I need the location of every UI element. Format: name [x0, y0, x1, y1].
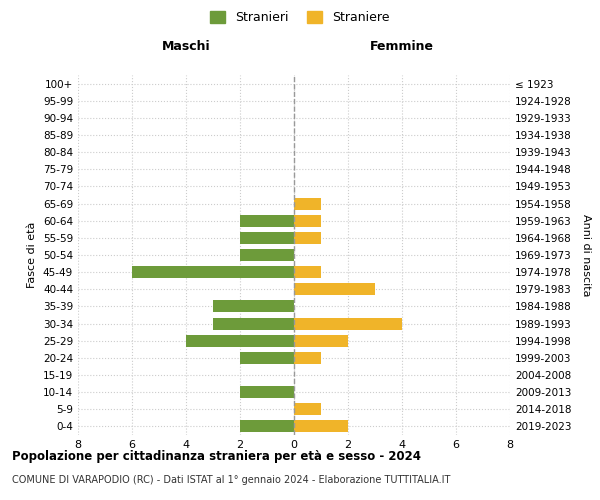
Y-axis label: Anni di nascita: Anni di nascita — [581, 214, 591, 296]
Text: Maschi: Maschi — [161, 40, 211, 52]
Bar — [294, 284, 375, 296]
Bar — [294, 334, 348, 346]
Bar — [294, 214, 321, 226]
Bar — [240, 214, 294, 226]
Text: Femmine: Femmine — [370, 40, 434, 52]
Bar — [294, 198, 321, 209]
Y-axis label: Fasce di età: Fasce di età — [28, 222, 37, 288]
Bar — [213, 318, 294, 330]
Text: COMUNE DI VARAPODIO (RC) - Dati ISTAT al 1° gennaio 2024 - Elaborazione TUTTITAL: COMUNE DI VARAPODIO (RC) - Dati ISTAT al… — [12, 475, 451, 485]
Bar — [240, 386, 294, 398]
Bar — [294, 404, 321, 415]
Bar — [294, 232, 321, 244]
Bar — [240, 352, 294, 364]
Bar — [294, 266, 321, 278]
Text: Popolazione per cittadinanza straniera per età e sesso - 2024: Popolazione per cittadinanza straniera p… — [12, 450, 421, 463]
Bar — [240, 249, 294, 261]
Legend: Stranieri, Straniere: Stranieri, Straniere — [205, 6, 395, 29]
Bar — [240, 232, 294, 244]
Bar — [294, 420, 348, 432]
Bar — [132, 266, 294, 278]
Bar — [294, 318, 402, 330]
Bar — [294, 352, 321, 364]
Bar — [240, 420, 294, 432]
Bar — [186, 334, 294, 346]
Bar — [213, 300, 294, 312]
